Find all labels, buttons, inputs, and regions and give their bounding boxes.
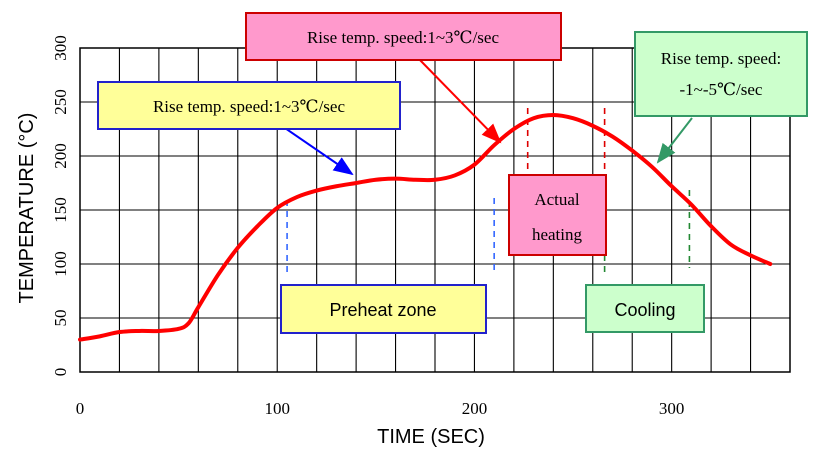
x-tick-label: 200 <box>462 399 488 418</box>
rise3-arrow <box>656 117 693 164</box>
cooling-text: Cooling <box>614 300 675 320</box>
temperature-curve <box>78 112 773 342</box>
rise2-text: Rise temp. speed:1~3℃/sec <box>307 28 499 47</box>
actual-heating-line2: heating <box>532 225 583 244</box>
rise3-text-line2: -1~-5℃/sec <box>680 80 763 99</box>
y-tick-label: 50 <box>51 310 70 327</box>
y-tick-label: 0 <box>51 368 70 377</box>
actual-heating-line1: Actual <box>534 190 580 209</box>
preheat-zone-text: Preheat zone <box>329 300 436 320</box>
x-tick-label: 100 <box>264 399 290 418</box>
y-axis-label: TEMPERATURE (°C) <box>16 113 38 304</box>
actual-heating-box <box>508 174 607 256</box>
y-tick-labels: 0 50 100 150 200 250 300 <box>51 35 70 376</box>
y-tick-label: 200 <box>51 143 70 169</box>
rise3-box <box>634 31 808 117</box>
rise1-box <box>97 81 401 130</box>
cooling-box <box>585 284 705 333</box>
x-tick-label: 0 <box>76 399 85 418</box>
preheat-zone-box <box>280 284 487 334</box>
x-tick-labels: 0 100 200 300 <box>76 399 685 418</box>
zone-markers <box>286 108 691 272</box>
rise3-text-line1: Rise temp. speed: <box>661 49 781 68</box>
x-axis-label: TIME (SEC) <box>377 426 485 448</box>
y-tick-label: 250 <box>51 89 70 115</box>
x-tick-label: 300 <box>659 399 685 418</box>
rise1-text: Rise temp. speed:1~3℃/sec <box>153 97 345 116</box>
y-tick-label: 300 <box>51 35 70 61</box>
rise2-arrow <box>417 57 502 144</box>
y-tick-label: 150 <box>51 197 70 223</box>
y-tick-label: 100 <box>51 251 70 277</box>
rise2-box <box>245 12 562 61</box>
rise1-arrow <box>281 125 354 176</box>
